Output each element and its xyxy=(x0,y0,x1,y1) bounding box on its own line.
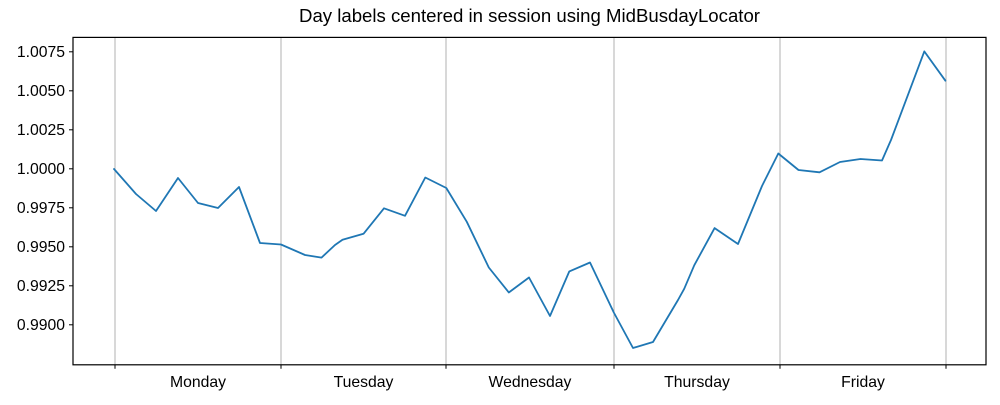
svg-text:0.9975: 0.9975 xyxy=(17,200,65,217)
svg-text:Friday: Friday xyxy=(841,374,885,391)
svg-text:Thursday: Thursday xyxy=(664,374,730,391)
svg-text:1.0025: 1.0025 xyxy=(17,122,65,139)
svg-text:1.0075: 1.0075 xyxy=(17,44,65,61)
svg-text:1.0050: 1.0050 xyxy=(17,83,65,100)
svg-text:0.9950: 0.9950 xyxy=(17,239,65,256)
svg-text:0.9900: 0.9900 xyxy=(17,317,65,334)
svg-text:Monday: Monday xyxy=(170,374,226,391)
svg-text:Day labels centered in session: Day labels centered in session using Mid… xyxy=(299,5,760,26)
svg-text:0.9925: 0.9925 xyxy=(17,278,65,295)
svg-text:1.0000: 1.0000 xyxy=(17,161,65,178)
svg-text:Wednesday: Wednesday xyxy=(489,374,572,391)
svg-text:Tuesday: Tuesday xyxy=(334,374,394,391)
